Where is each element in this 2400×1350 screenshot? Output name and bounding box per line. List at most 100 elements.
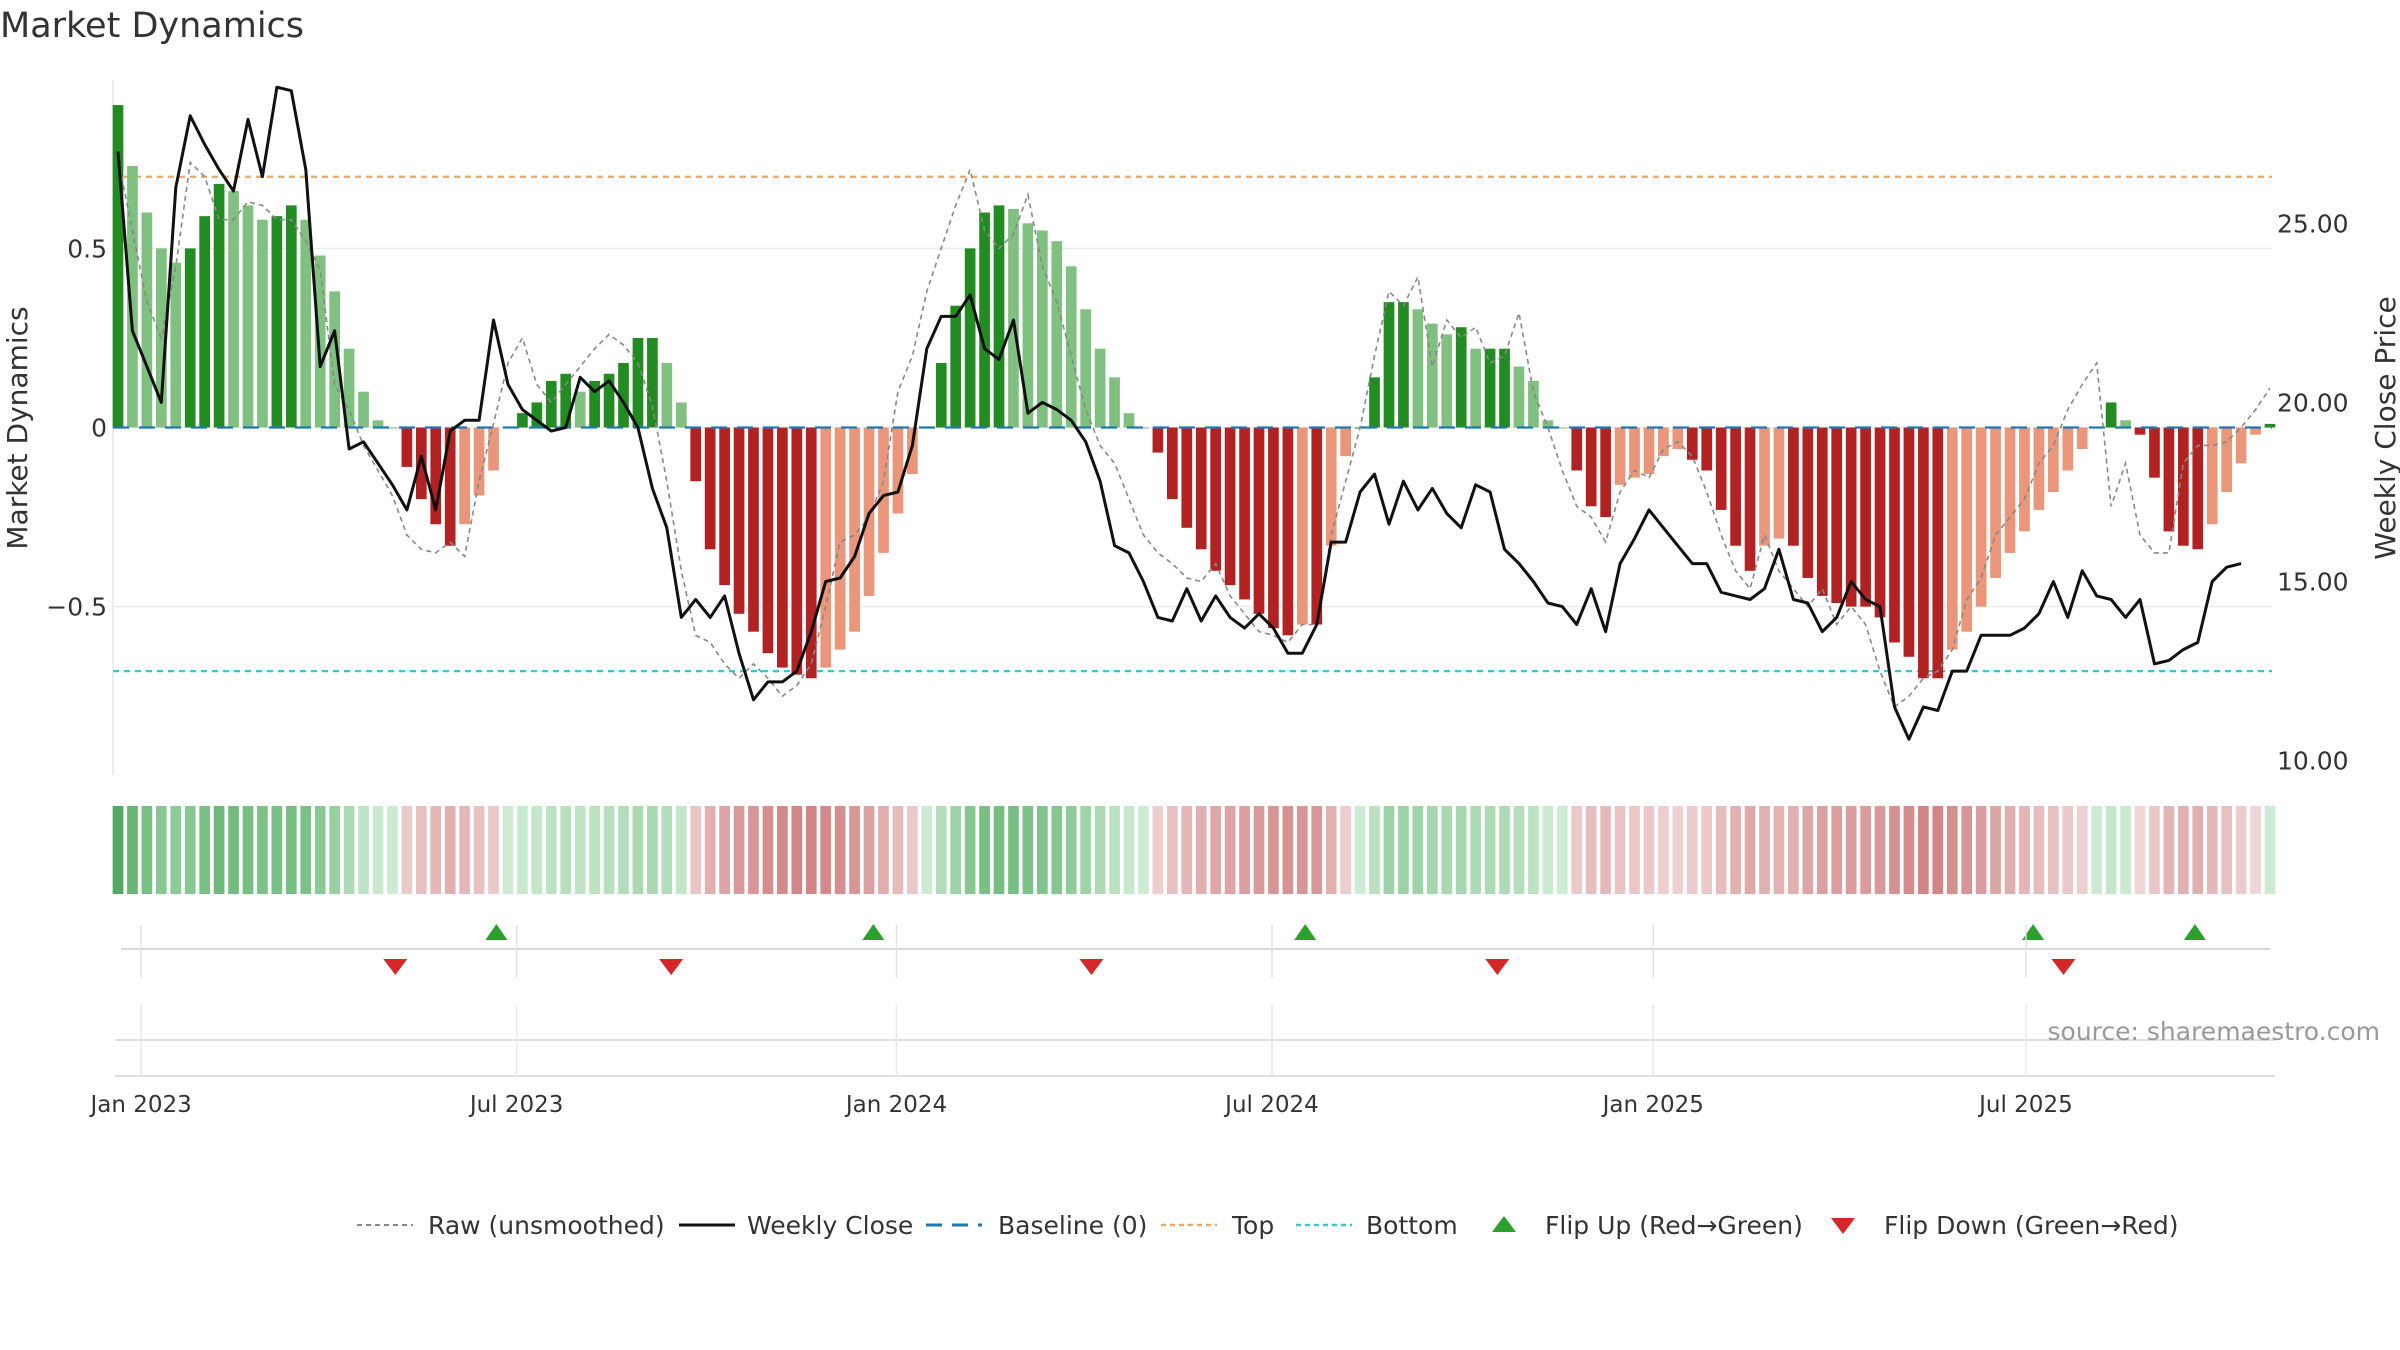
dynamics-bar (2120, 420, 2131, 428)
ribbon-cell (1325, 806, 1337, 894)
dynamics-bar (401, 427, 413, 467)
left-tick-label: −0.5 (46, 593, 107, 622)
ribbon-cell (1614, 806, 1626, 894)
ribbon-cell (733, 806, 745, 894)
dynamics-bar (343, 348, 355, 428)
dynamics-bar (170, 262, 182, 428)
ribbon-cell (1802, 806, 1814, 894)
dynamics-bar (1918, 427, 1929, 679)
ribbon-cell (459, 806, 470, 894)
dynamics-bar (517, 413, 528, 428)
dynamics-bar (1484, 348, 1496, 428)
dynamics-bar (762, 427, 774, 654)
ribbon-cell (993, 806, 1005, 894)
dynamics-bar (1946, 427, 1958, 650)
dynamics-bar (1701, 427, 1713, 471)
dynamics-bar (1296, 427, 1308, 625)
legend-swatch (1492, 1216, 1516, 1232)
ribbon-cell (1513, 806, 1525, 894)
dynamics-bar (1325, 427, 1337, 546)
dynamics-bar (1181, 427, 1193, 528)
right-tick-label: 25.00 (2277, 209, 2349, 238)
ribbon-cell (632, 806, 644, 894)
dynamics-bar (2177, 427, 2189, 546)
right-tick-label: 20.00 (2277, 388, 2349, 417)
ribbon-cell (401, 806, 413, 894)
ribbon-cell (2192, 806, 2204, 894)
ribbon-cell (979, 806, 990, 894)
ribbon-cell (1441, 806, 1453, 894)
dynamics-bar (1556, 427, 1568, 429)
ribbon-cell (2062, 806, 2074, 894)
ribbon-cell (155, 806, 167, 894)
dynamics-bar (1109, 377, 1120, 428)
ribbon-cell (603, 806, 615, 894)
dynamics-bar (2206, 427, 2218, 525)
legend-item-raw: Raw (unsmoothed) (357, 1211, 665, 1240)
ribbon-cell (2004, 806, 2016, 894)
dynamics-bar (2250, 427, 2261, 435)
dynamics-bar (2105, 402, 2117, 428)
dynamics-bar (358, 391, 369, 428)
dynamics-bar (1903, 427, 1915, 657)
ribbon-cell (849, 806, 860, 894)
ribbon-cell (950, 806, 962, 894)
ribbon-cell (300, 806, 312, 894)
dynamics-bar (849, 427, 860, 632)
dynamics-bar (1686, 427, 1698, 460)
ribbon-cell (1195, 806, 1207, 894)
ribbon-cell (430, 806, 442, 894)
ribbon-cell (1788, 806, 1799, 894)
ribbon-cell (1210, 806, 1222, 894)
ribbon-cell (661, 806, 673, 894)
dynamics-bar (1268, 427, 1279, 629)
ribbon-cell (647, 806, 658, 894)
ribbon-cell (2221, 806, 2233, 894)
dynamics-bar (285, 205, 297, 428)
legend-label: Baseline (0) (998, 1211, 1147, 1240)
dynamics-bar (1152, 427, 1164, 453)
dynamics-bar (2163, 427, 2175, 532)
ribbon-cell (574, 806, 586, 894)
ribbon-cell (1426, 806, 1438, 894)
legend-item-top: Top (1161, 1211, 1274, 1240)
ribbon-cell (1398, 806, 1409, 894)
ribbon-cell (1845, 806, 1857, 894)
ribbon-cell (141, 806, 153, 894)
ribbon-cell (372, 806, 384, 894)
ribbon-cell (1354, 806, 1366, 894)
ribbon-cell (2019, 806, 2030, 894)
ribbon-cell (1542, 806, 1554, 894)
dynamics-bar (314, 255, 326, 428)
dynamics-bar (1065, 266, 1077, 428)
ribbon-cell (1080, 806, 1092, 894)
x-tick-label: Jan 2025 (1601, 1092, 1704, 1118)
left-axis-label: Market Dynamics (1, 306, 34, 549)
ribbon-cell (1369, 806, 1380, 894)
dynamics-bar (112, 105, 124, 428)
dynamics-bar (213, 183, 225, 428)
ribbon-cell (719, 806, 730, 894)
x-tick-label: Jan 2024 (844, 1092, 947, 1118)
legend-swatch (1831, 1218, 1855, 1234)
ribbon-cell (805, 806, 817, 894)
ribbon-cell (1123, 806, 1135, 894)
ribbon-cell (690, 806, 702, 894)
ribbon-cell (834, 806, 846, 894)
ribbon-cell (415, 806, 427, 894)
ribbon-cell (2206, 806, 2218, 894)
ribbon-cell (1759, 806, 1770, 894)
flip-down-marker (1485, 959, 1510, 975)
right-tick-label: 15.00 (2277, 568, 2349, 597)
ribbon-cell (1701, 806, 1713, 894)
ribbon-cell (1946, 806, 1958, 894)
ribbon-cell (1730, 806, 1741, 894)
ribbon-cell (1253, 806, 1265, 894)
ribbon-cell (2149, 806, 2160, 894)
dynamics-bar (1369, 377, 1380, 428)
dynamics-bar (1744, 427, 1756, 571)
dynamics-bar (300, 219, 312, 428)
dynamics-bar (242, 205, 254, 428)
ribbon-cell (1585, 806, 1597, 894)
ribbon-cell (1268, 806, 1279, 894)
